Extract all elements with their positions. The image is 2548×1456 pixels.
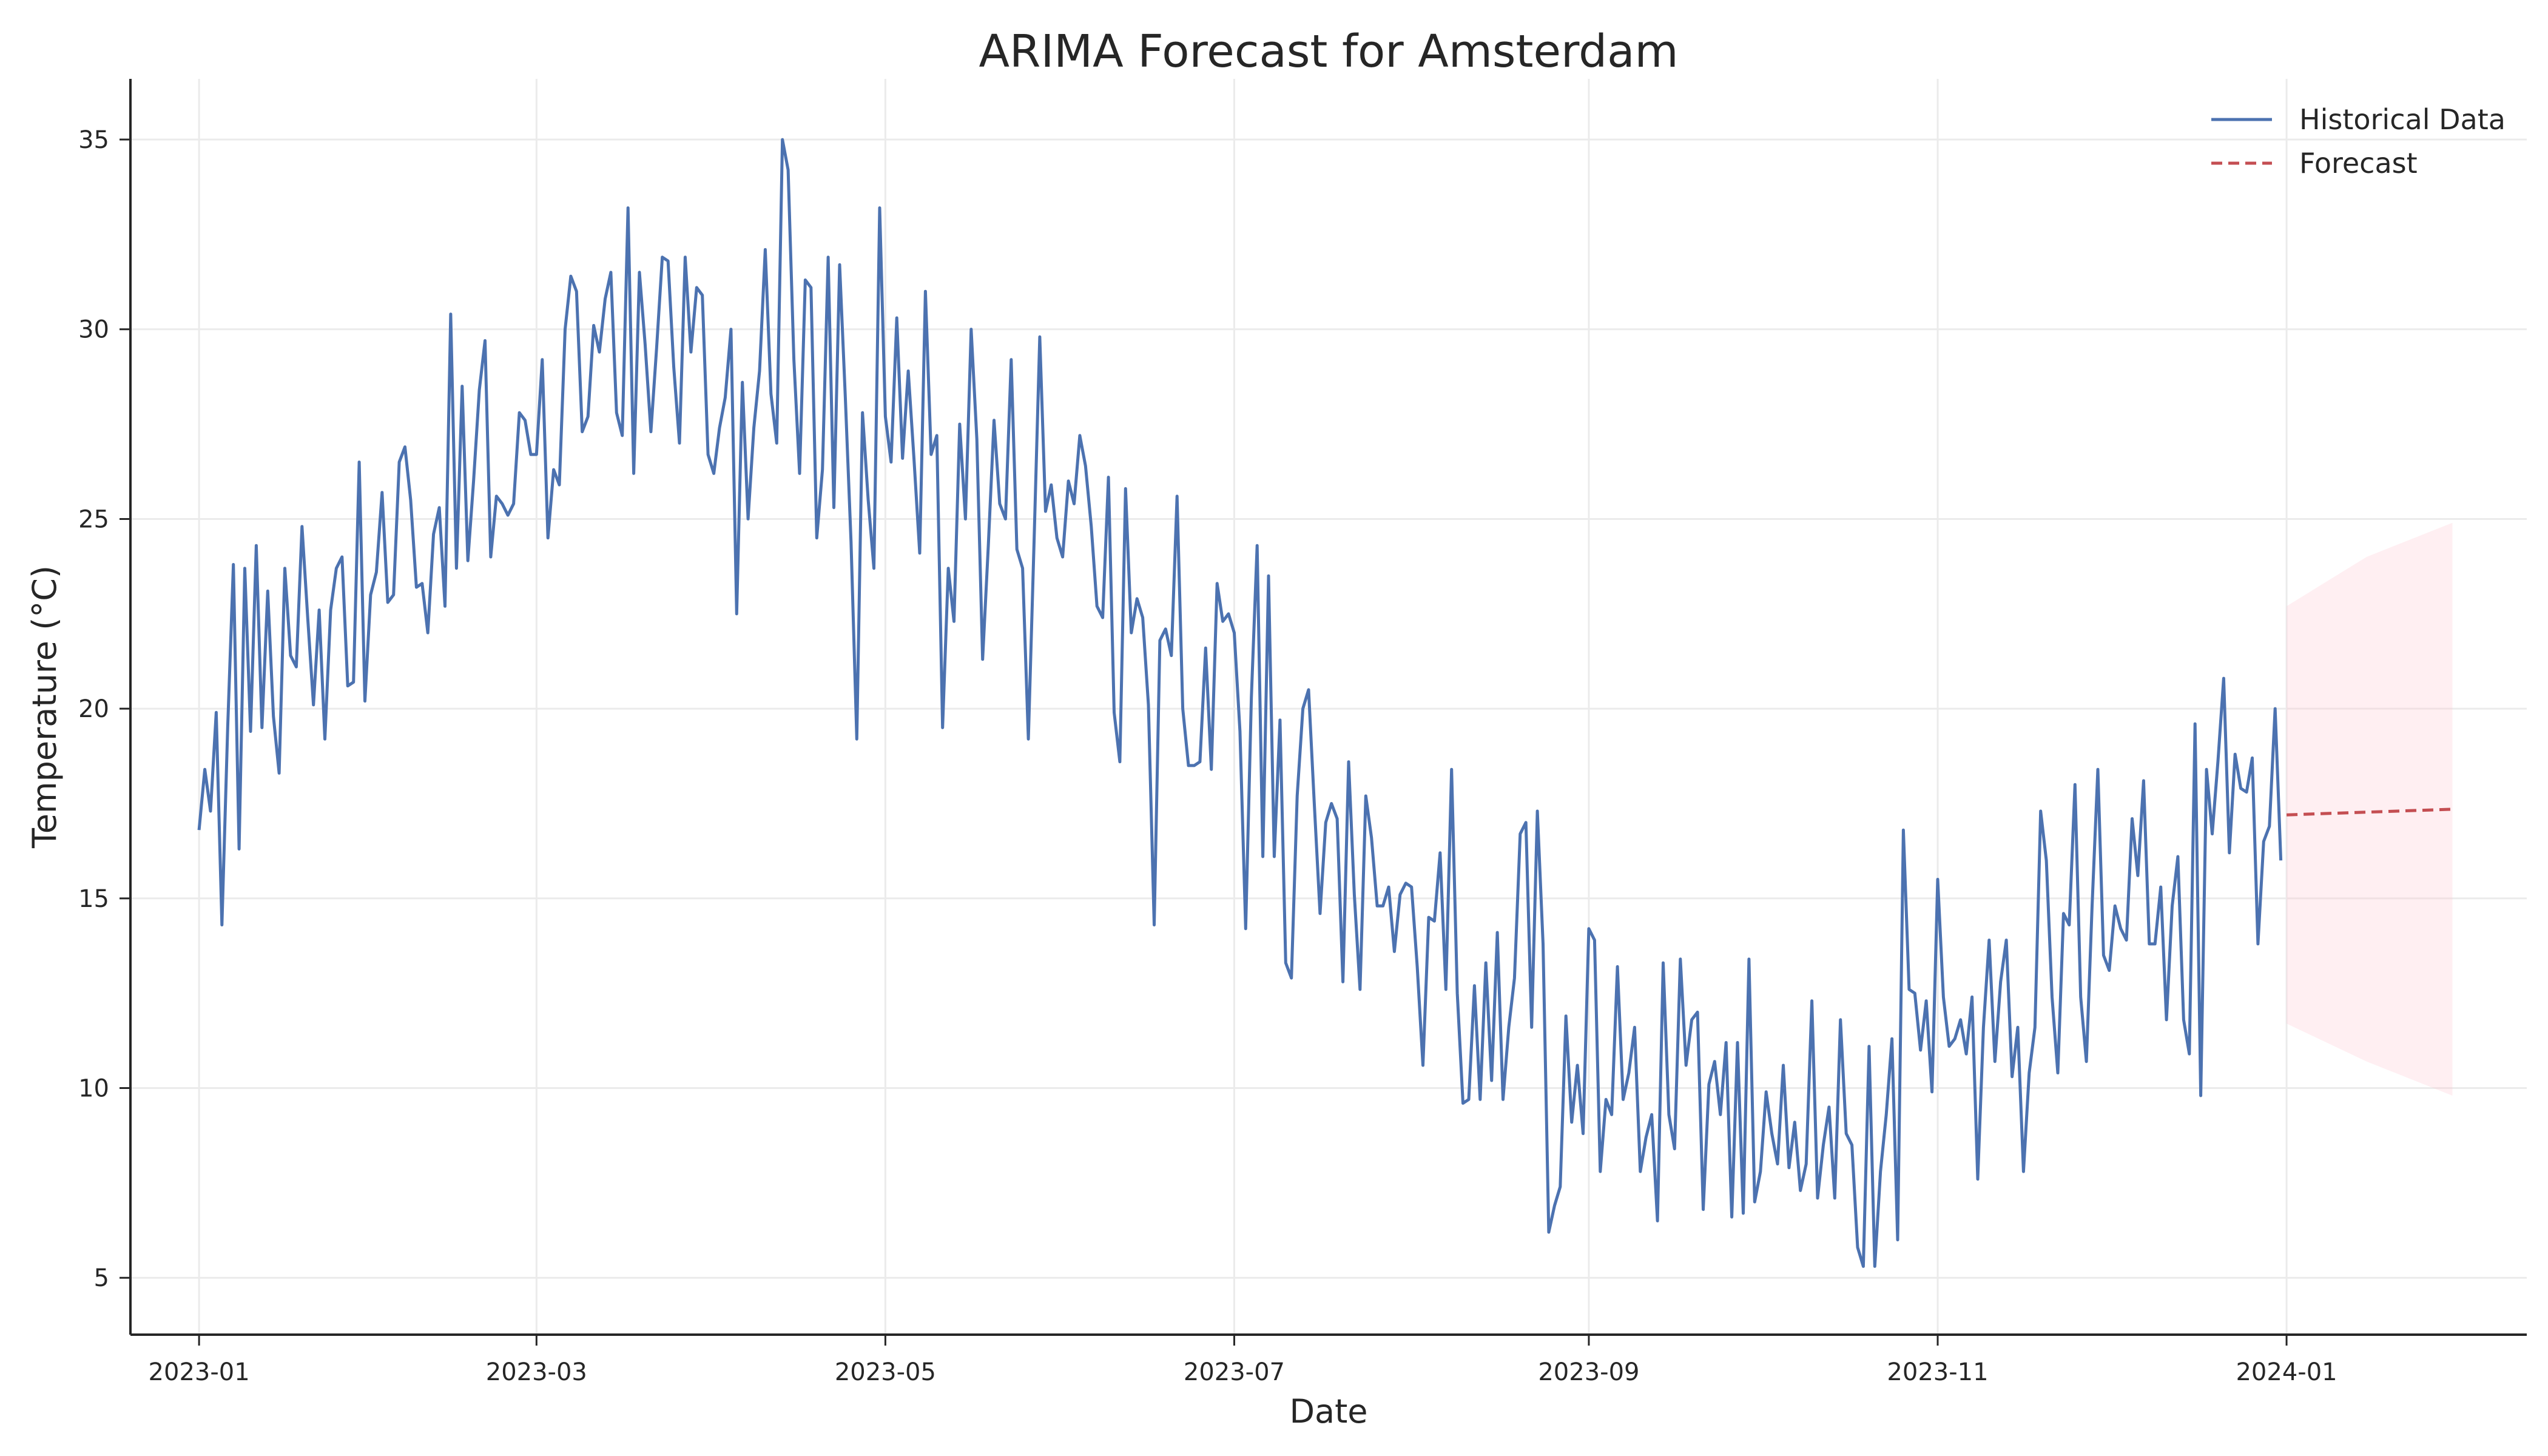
x-tick-label: 2023-03	[486, 1358, 587, 1386]
chart-title: ARIMA Forecast for Amsterdam	[979, 25, 1678, 78]
y-ticks: 5 10 15 20 25 30 35	[78, 126, 130, 1292]
series-layer	[197, 138, 2453, 1268]
historical-data-line	[197, 138, 2283, 1268]
x-tick-label: 2023-01	[149, 1358, 250, 1386]
legend: Historical Data Forecast	[2211, 103, 2506, 180]
legend-forecast-label: Forecast	[2299, 147, 2418, 180]
y-tick-label: 10	[78, 1075, 109, 1103]
y-axis-label: Temperature (°C)	[25, 565, 64, 849]
y-tick-label: 15	[78, 885, 109, 913]
y-tick-label: 35	[78, 126, 109, 154]
y-tick-label: 25	[78, 505, 109, 533]
x-tick-label: 2023-05	[835, 1358, 936, 1386]
forecast-confidence-band	[2287, 522, 2453, 1096]
x-tick-label: 2023-09	[1538, 1358, 1639, 1386]
y-tick-label: 30	[78, 316, 109, 344]
x-tick-label: 2023-11	[1887, 1358, 1988, 1386]
x-tick-label: 2024-01	[2236, 1358, 2337, 1386]
y-tick-label: 20	[78, 695, 109, 723]
x-tick-label: 2023-07	[1184, 1358, 1285, 1386]
y-tick-label: 5	[94, 1264, 109, 1292]
legend-historical-label: Historical Data	[2299, 103, 2506, 136]
forecast-line	[2287, 807, 2453, 817]
x-ticks: 2023-01 2023-03 2023-05 2023-07 2023-09 2023-…	[149, 1335, 2337, 1386]
x-axis-label: Date	[1289, 1392, 1367, 1431]
